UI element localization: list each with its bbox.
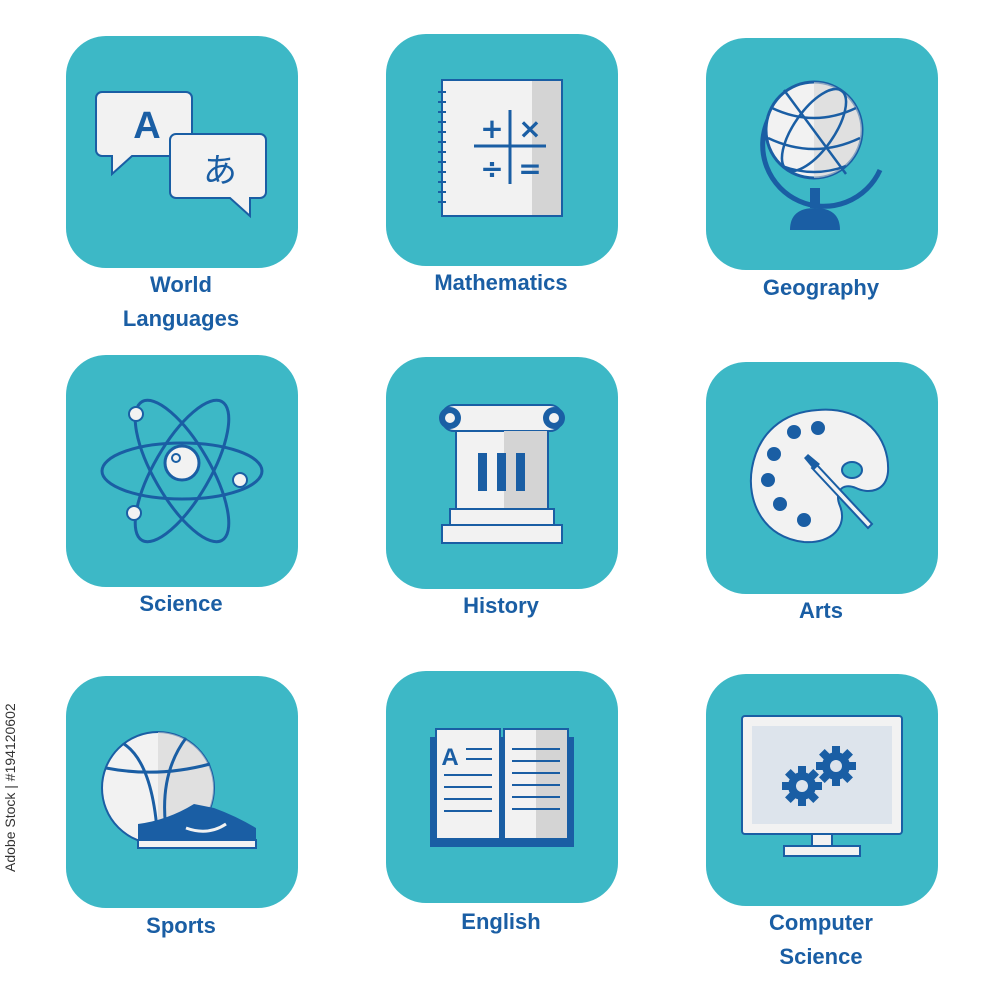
tile-science[interactable] (66, 355, 298, 587)
tile-english[interactable]: A (386, 671, 618, 903)
label-line-1: Sports (146, 913, 216, 938)
tile-world-languages[interactable]: A あ (66, 36, 298, 268)
glyph-equals: = (518, 152, 541, 185)
basketball-shoe-icon (101, 731, 257, 849)
atom-icon (100, 398, 264, 544)
column-icon (439, 404, 565, 544)
label-line-1: World (150, 272, 212, 297)
glyph-a: A (133, 105, 160, 147)
label-computer-science: Computer Science (671, 906, 971, 974)
label-sports: Sports (31, 909, 331, 943)
tile-mathematics[interactable]: + × ÷ = (386, 34, 618, 266)
tile-history[interactable] (386, 357, 618, 589)
glyph-times: × (518, 112, 541, 145)
glyph-hiragana: あ (203, 151, 237, 191)
label-line-1: Geography (762, 275, 880, 300)
label-line-1: English (461, 909, 541, 934)
label-world-languages: World Languages (31, 268, 331, 336)
label-line-1: Computer (769, 910, 873, 935)
label-history: History (351, 589, 651, 623)
label-science: Science (31, 587, 331, 621)
label-line-1: Mathematics (434, 270, 568, 295)
gear-icon (782, 766, 822, 806)
glyph-divide: ÷ (480, 152, 503, 185)
tile-arts[interactable] (706, 362, 938, 594)
tile-computer-science[interactable] (706, 674, 938, 906)
open-book-icon: A (430, 728, 574, 847)
glyph-plus: + (480, 112, 503, 145)
label-line-1: History (463, 593, 539, 618)
label-geography: Geography (671, 271, 971, 305)
palette-icon (749, 408, 890, 544)
math-notebook-icon: + × ÷ = (438, 79, 563, 217)
speech-bubbles-icon: A あ (95, 91, 267, 219)
glyph-a: A (441, 744, 458, 771)
gear-icon (816, 746, 856, 786)
tile-geography[interactable] (706, 38, 938, 270)
tile-sports[interactable] (66, 676, 298, 908)
label-line-1: Science (139, 591, 223, 616)
label-english: English (351, 905, 651, 939)
globe-icon (760, 80, 883, 230)
label-mathematics: Mathematics (351, 266, 651, 300)
label-arts: Arts (671, 594, 971, 628)
label-line-2: Languages (122, 306, 240, 331)
computer-gears-icon (741, 715, 903, 857)
stock-id-watermark: Adobe Stock | #194120602 (2, 703, 18, 872)
label-line-1: Arts (798, 598, 843, 623)
label-line-2: Science (779, 944, 863, 969)
